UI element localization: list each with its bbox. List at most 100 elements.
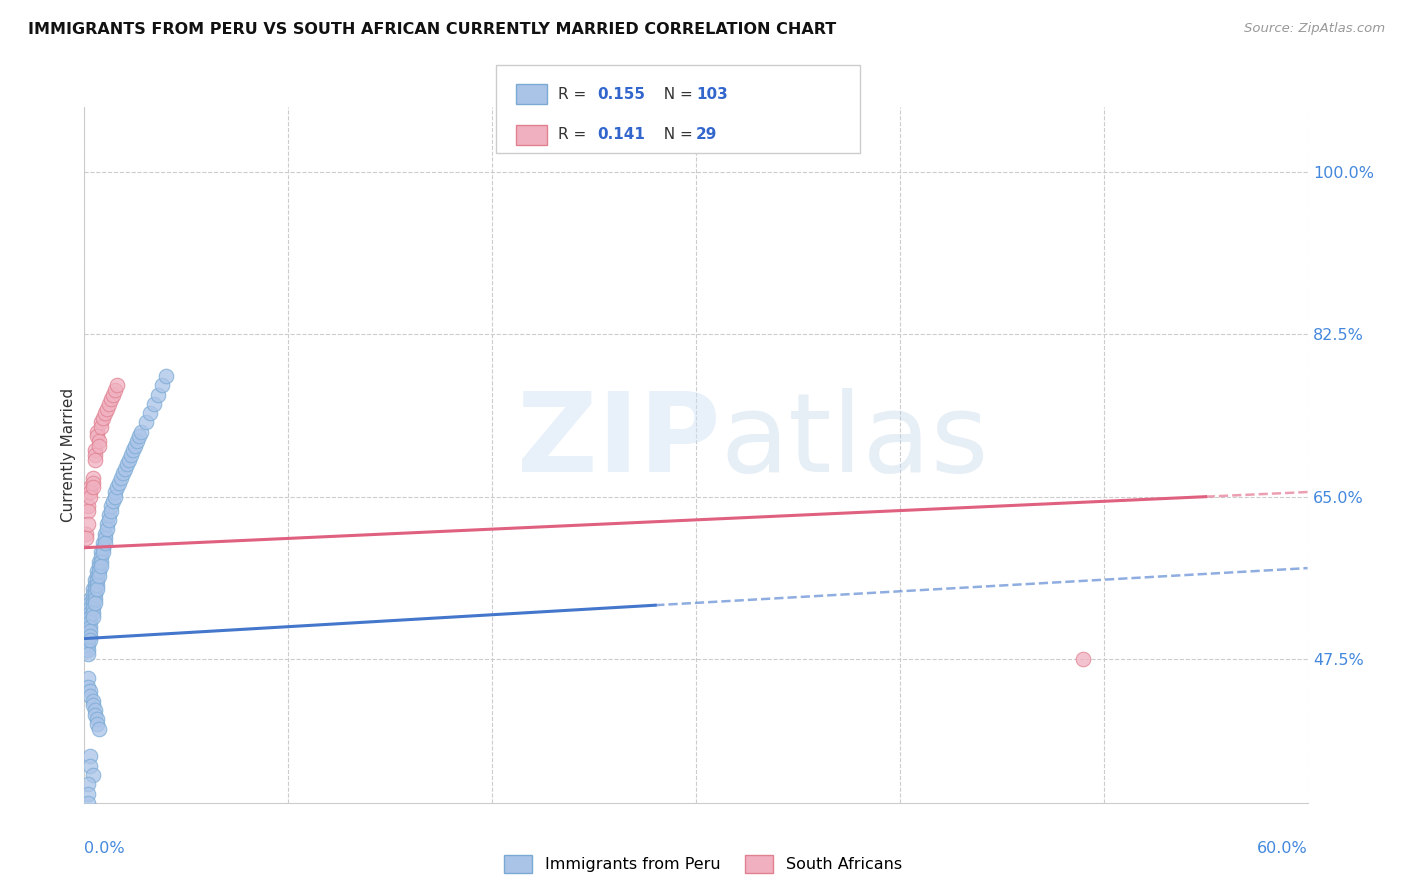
Point [77,499,100,513]
Point [104,383,127,397]
Text: N =: N = [654,128,697,142]
Point [83,448,105,462]
Point [82,606,104,620]
Point [77,624,100,639]
Text: 103: 103 [696,87,728,102]
Point [93,536,117,550]
Point [77,680,100,694]
Text: ZIP: ZIP [517,387,720,494]
Point [112,467,135,481]
Point [122,443,145,458]
Point [128,429,150,443]
Point [90,549,112,564]
Point [124,439,146,453]
Point [77,619,100,633]
Point [82,591,104,606]
Point [108,475,131,490]
Text: 0.0%: 0.0% [84,841,125,856]
Point [127,434,149,448]
Point [155,369,177,384]
Text: IMMIGRANTS FROM PERU VS SOUTH AFRICAN CURRENTLY MARRIED CORRELATION CHART: IMMIGRANTS FROM PERU VS SOUTH AFRICAN CU… [28,22,837,37]
Point [77,615,100,629]
Point [82,694,104,708]
Point [77,777,100,791]
Point [87,439,110,453]
Text: atlas: atlas [720,387,988,494]
Point [79,596,101,610]
Point [83,591,105,606]
Point [110,471,132,485]
Point [97,397,120,411]
Point [83,582,105,597]
Point [86,429,108,443]
Point [79,619,101,633]
Point [90,545,112,559]
Point [97,513,120,527]
Point [93,406,117,420]
Point [115,457,138,471]
Point [86,712,108,726]
Point [75,805,97,819]
FancyBboxPatch shape [516,84,547,103]
Point [77,796,100,810]
Point [90,420,112,434]
Point [79,606,101,620]
Point [87,568,110,582]
Point [75,532,97,546]
Point [82,471,104,485]
Point [82,582,104,597]
Point [86,568,108,582]
Text: 60.0%: 60.0% [1257,841,1308,856]
Point [90,555,112,569]
Point [79,601,101,615]
Y-axis label: Currently Married: Currently Married [60,388,76,522]
Point [87,564,110,578]
Point [75,642,97,657]
Text: 0.155: 0.155 [598,87,645,102]
Point [83,707,105,722]
Point [82,587,104,601]
Point [150,378,173,392]
Point [118,452,141,467]
Point [105,378,128,392]
Point [79,490,101,504]
Point [86,717,108,731]
Point [87,555,110,569]
Point [75,526,97,541]
Point [79,684,101,698]
Point [101,387,124,401]
Point [83,587,105,601]
Point [90,559,112,574]
Text: R =: R = [558,87,592,102]
Point [91,536,114,550]
Text: R =: R = [558,128,592,142]
Text: 0.141: 0.141 [598,128,645,142]
Point [83,596,105,610]
Point [114,462,136,476]
Point [146,387,169,401]
Point [96,522,118,536]
Point [82,601,104,615]
Point [97,508,120,523]
Text: 29: 29 [696,128,717,142]
Point [75,638,97,652]
Point [93,532,117,546]
Point [75,633,97,648]
Point [131,425,153,439]
Point [79,624,101,639]
Point [83,703,105,717]
Point [82,698,104,713]
Point [82,475,104,490]
Point [105,480,128,494]
Point [79,749,101,764]
Point [135,416,157,430]
Point [100,392,122,407]
Point [90,416,112,430]
Point [77,633,100,648]
Point [91,541,114,555]
Point [86,564,108,578]
Text: Source: ZipAtlas.com: Source: ZipAtlas.com [1244,22,1385,36]
Point [82,480,104,494]
Point [1073,652,1095,666]
Point [100,503,122,517]
